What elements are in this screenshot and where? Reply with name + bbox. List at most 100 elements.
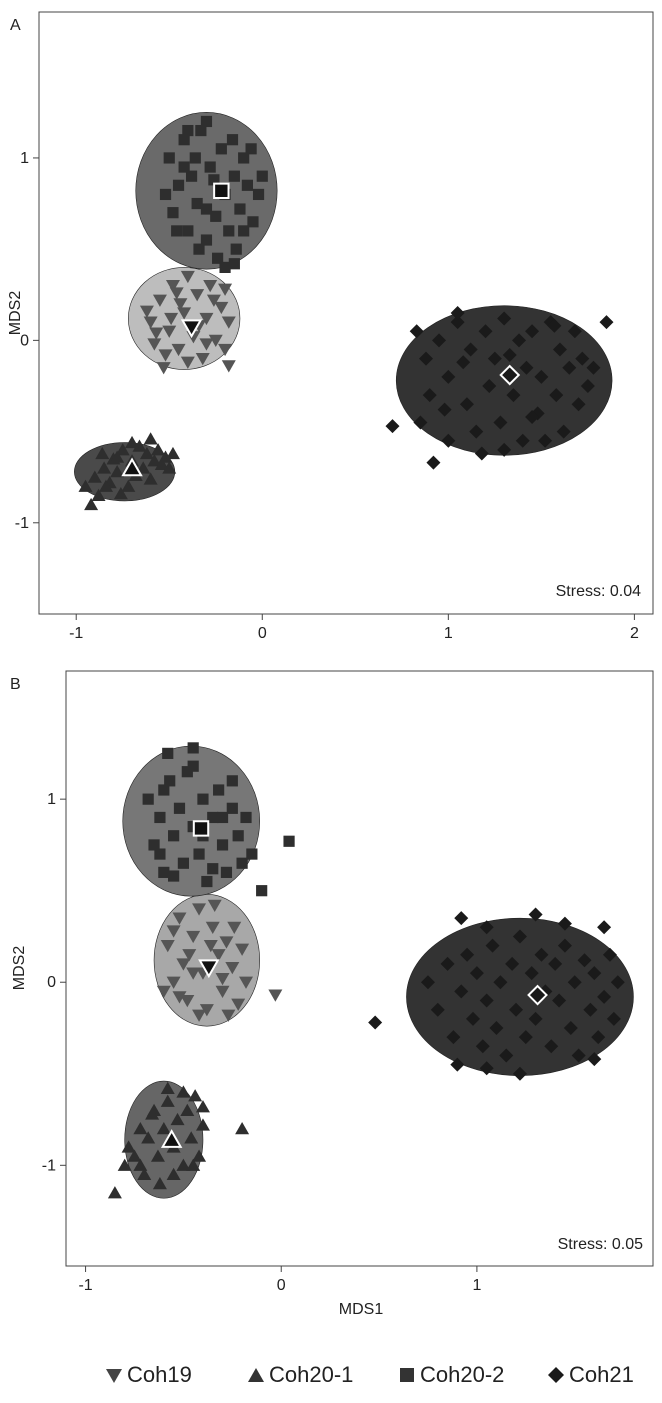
panel-b-point-coh21 xyxy=(454,984,469,999)
panel-a-point-coh20-1 xyxy=(91,488,106,502)
panel-a-point-coh21 xyxy=(456,355,471,370)
panel-a-point-coh20-1 xyxy=(113,486,128,500)
panel-b-point-coh21 xyxy=(567,975,582,990)
legend-item-coh20-2: Coh20-2 xyxy=(397,1362,504,1388)
panel-b-point-coh21 xyxy=(552,993,567,1008)
panel-a-point-coh21 xyxy=(493,415,508,430)
panel-b-point-coh21 xyxy=(505,956,520,971)
panel-b-point-coh20-2 xyxy=(256,885,268,897)
panel-a-point-coh20-1 xyxy=(143,432,158,445)
panel-a-point-coh20-1 xyxy=(121,479,136,492)
panel-b-content: -1 0 1 -1 0 1 xyxy=(42,742,634,1294)
panel-b-point-coh20-2 xyxy=(168,870,180,882)
panel-b-centroid-coh21 xyxy=(527,984,548,1006)
panel-b-point-coh20-2 xyxy=(162,747,174,759)
panel-a-point-coh20-1 xyxy=(97,461,112,474)
panel-a-point-coh20-1 xyxy=(136,461,151,474)
panel-a-point-coh20-2 xyxy=(223,225,235,237)
panel-a-point-coh20-2 xyxy=(167,207,179,219)
panel-a-point-coh21 xyxy=(515,433,530,448)
panel-b-point-coh20-1 xyxy=(176,1158,191,1171)
panel-b-point-coh20-1 xyxy=(184,1131,199,1144)
panel-b-point-coh20-2 xyxy=(193,848,205,860)
panel-a-point-coh19 xyxy=(214,301,229,315)
panel-a-point-coh20-1 xyxy=(147,454,162,467)
panel-b-point-coh20-1 xyxy=(166,1167,181,1181)
panel-a-point-coh21 xyxy=(571,397,586,412)
panel-a-point-coh19 xyxy=(195,353,210,366)
triangle-up-icon xyxy=(248,1368,264,1382)
panel-b-point-coh21 xyxy=(610,975,625,990)
panel-b-centroid-coh20-1 xyxy=(160,1129,183,1148)
panel-a-point-coh21 xyxy=(567,324,582,339)
panel-a-point-coh19 xyxy=(199,338,214,351)
panel-a-point-coh21 xyxy=(599,315,614,330)
panel-a-point-coh19 xyxy=(221,316,236,329)
legend-label-coh21: Coh21 xyxy=(569,1362,634,1387)
panel-a-point-coh20-2 xyxy=(178,161,190,173)
panel-a-point-coh20-2 xyxy=(195,124,207,137)
panel-a-y-tick-label: 1 xyxy=(20,150,29,167)
panel-a-point-coh20-1 xyxy=(151,443,166,456)
panel-b-y-tick-label: 0 xyxy=(47,974,56,991)
panel-b-point-coh21 xyxy=(454,911,469,926)
panel-b-point-coh19 xyxy=(231,998,246,1011)
panel-b-point-coh20-2 xyxy=(213,784,225,796)
panel-b-point-coh21 xyxy=(489,1021,504,1035)
panel-a-ellipse-coh21 xyxy=(395,305,613,456)
panel-a-stress-label: Stress: 0.04 xyxy=(556,583,641,600)
panel-a-point-coh20-2 xyxy=(163,152,175,164)
panel-b-point-coh19 xyxy=(227,921,242,934)
panel-a-point-coh21 xyxy=(497,442,512,457)
panel-a-point-coh20-2 xyxy=(171,225,183,237)
panel-b-point-coh20-2 xyxy=(187,760,199,772)
panel-a-point-coh20-1 xyxy=(95,446,110,460)
panel-b-point-coh20-2 xyxy=(197,793,209,805)
panel-b-point-coh21 xyxy=(563,1021,578,1035)
panel-a-point-coh20-2 xyxy=(200,115,213,128)
panel-a-point-coh19 xyxy=(143,316,158,329)
panel-b-point-coh21 xyxy=(440,956,455,971)
panel-b-point-coh19 xyxy=(166,925,181,938)
panel-a-point-coh20-1 xyxy=(125,435,140,449)
panel-b-stress-label: Stress: 0.05 xyxy=(558,1236,643,1253)
panel-b-point-coh20-2 xyxy=(216,811,229,824)
panel-a-point-coh21 xyxy=(562,360,577,375)
panel-a-point-coh20-2 xyxy=(228,258,240,270)
panel-b-point-coh20-2 xyxy=(240,811,252,824)
panel-b-point-coh21 xyxy=(493,975,508,990)
panel-a-point-coh19 xyxy=(173,298,188,311)
triangle-down-icon xyxy=(106,1369,122,1383)
panel-a-point-coh20-2 xyxy=(219,261,231,273)
panel-a-point-coh20-1 xyxy=(78,479,93,492)
panel-b-point-coh21 xyxy=(446,1030,461,1045)
panel-a-point-coh21 xyxy=(469,424,484,439)
panel-a-point-coh21 xyxy=(482,378,497,393)
panel-b-point-coh19 xyxy=(225,961,240,975)
panel-b-point-coh20-1 xyxy=(235,1122,250,1135)
panel-a-point-coh21 xyxy=(538,433,553,448)
panel-b-point-coh21 xyxy=(368,1015,383,1030)
panel-a-point-coh21 xyxy=(525,409,540,424)
panel-a-point-coh21 xyxy=(409,324,424,339)
panel-b-point-coh20-2 xyxy=(154,848,166,860)
panel-b-point-coh21 xyxy=(557,916,572,931)
panel-b-point-coh21 xyxy=(485,938,500,953)
panel-b-x-tick-label: 1 xyxy=(472,1277,481,1294)
panel-a-point-coh20-1 xyxy=(143,472,158,485)
panel-a-point-coh21 xyxy=(441,433,456,448)
panel-b-point-coh21 xyxy=(465,1011,480,1026)
panel-b-point-coh21 xyxy=(528,907,543,922)
legend-item-coh21: Coh21 xyxy=(546,1362,634,1388)
panel-b-point-coh20-1 xyxy=(160,1094,175,1107)
panel-a-point-coh19 xyxy=(221,360,236,373)
panel-b-point-coh19 xyxy=(207,899,222,912)
panel-a-point-coh21 xyxy=(549,388,564,403)
panel-b-point-coh19 xyxy=(192,903,207,916)
panel-a-point-coh20-1 xyxy=(87,470,102,483)
panel-b-point-coh21 xyxy=(450,1057,465,1072)
panel-a-point-coh20-2 xyxy=(178,134,190,146)
panel-a-point-coh21 xyxy=(552,342,567,357)
legend-item-coh19: Coh19 xyxy=(104,1362,192,1388)
panel-a-point-coh21 xyxy=(437,402,452,417)
